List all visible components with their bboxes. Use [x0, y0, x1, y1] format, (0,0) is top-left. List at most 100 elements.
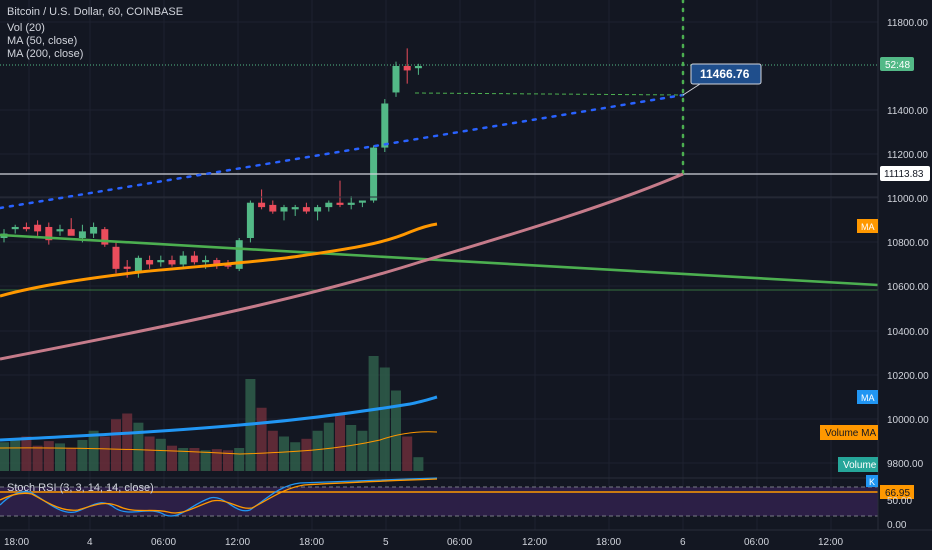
line-price-badge: [880, 166, 930, 181]
current-price-badge: [880, 57, 914, 71]
price-callout[interactable]: 11466.76: [682, 63, 762, 96]
chart-legend[interactable]: Bitcoin / U.S. Dollar, 60, COINBASE Vol …: [7, 6, 183, 60]
candle-body[interactable]: [224, 264, 232, 267]
volume-bar: [77, 439, 88, 471]
candle-body[interactable]: [358, 200, 366, 203]
candle-body[interactable]: [347, 202, 355, 205]
ma200-line[interactable]: [0, 172, 684, 361]
symbol-title[interactable]: Bitcoin / U.S. Dollar, 60, COINBASE: [7, 6, 183, 18]
candle-body[interactable]: [123, 266, 131, 269]
volume-bar: [279, 436, 289, 471]
candle-body[interactable]: [280, 207, 288, 212]
candle-body[interactable]: [78, 231, 86, 238]
candle-body[interactable]: [45, 226, 53, 241]
legend-ma50[interactable]: MA (50, close): [7, 35, 77, 47]
candle-body[interactable]: [392, 66, 400, 93]
volume-bar: [88, 430, 99, 471]
rsi-d-line: [0, 478, 438, 514]
volume-bar: [211, 449, 222, 471]
candle-body[interactable]: [213, 260, 221, 265]
candle-body[interactable]: [302, 207, 310, 212]
time-tick: 18:00: [596, 537, 621, 548]
price-tick: 11400.00: [887, 106, 928, 117]
price-tick: 10400.00: [887, 327, 929, 338]
time-tick: 18:00: [4, 537, 29, 548]
time-tick: 12:00: [225, 537, 250, 548]
volume-bar: [32, 445, 43, 471]
candle-body[interactable]: [168, 260, 176, 265]
stoch-rsi-pane[interactable]: Stoch RSI (3, 3, 14, 14, close): [0, 477, 932, 517]
volume-bar: [379, 367, 390, 471]
ma-badge-label: MA: [861, 222, 875, 232]
candle-body[interactable]: [56, 229, 64, 232]
rsi-value-label: 66.95: [885, 488, 910, 499]
price-tick: 11200.00: [887, 150, 928, 161]
candle-body[interactable]: [157, 260, 165, 263]
ma50-line[interactable]: [0, 222, 438, 298]
volume-bar: [155, 438, 166, 471]
volume-bar: [368, 356, 379, 471]
volume-badge-label: Volume: [843, 460, 877, 471]
volume-bar: [167, 445, 177, 471]
candle-body[interactable]: [314, 207, 322, 212]
candle-body[interactable]: [403, 66, 411, 71]
candle-body[interactable]: [146, 260, 154, 265]
ma-badge[interactable]: [857, 219, 878, 233]
candle-body[interactable]: [246, 202, 254, 238]
candle-body[interactable]: [336, 202, 344, 205]
k-badge-label: K: [869, 477, 875, 487]
time-axis[interactable]: 18:00 4 06:00 12:00 18:00 5 06:00 12:00 …: [0, 529, 932, 550]
candle-body[interactable]: [11, 226, 19, 230]
volume-badge[interactable]: [838, 457, 878, 472]
candle-body[interactable]: [291, 207, 299, 210]
legend-vol[interactable]: Vol (20): [7, 22, 45, 34]
candle-body[interactable]: [258, 202, 266, 208]
candle-body[interactable]: [325, 202, 333, 208]
candle-body[interactable]: [101, 229, 109, 245]
volume-ma-badge[interactable]: [857, 390, 878, 404]
price-tick: 11800.00: [887, 18, 928, 29]
time-tick: 06:00: [447, 537, 472, 548]
volume-ma-legend-badge[interactable]: [820, 425, 878, 440]
candle-body[interactable]: [34, 224, 42, 232]
volume-bar: [111, 419, 121, 471]
trend-line[interactable]: [0, 233, 879, 287]
volume-bar: [43, 441, 54, 471]
price-tick: 10600.00: [887, 282, 929, 293]
candle-body[interactable]: [67, 229, 75, 236]
price-tick: 9800.00: [887, 459, 924, 470]
rsi-value-badge: [880, 485, 914, 499]
price-axis[interactable]: 11800.00 11400.00 11200.00 11000.00 1080…: [820, 0, 932, 531]
candle-body[interactable]: [22, 226, 30, 230]
candle-body[interactable]: [381, 103, 389, 148]
candle-body[interactable]: [202, 260, 210, 263]
volume-ma-line[interactable]: [0, 395, 438, 442]
candle-body[interactable]: [179, 255, 187, 265]
volume-bar: [335, 413, 345, 471]
volume-bar: [66, 448, 77, 471]
volume-bar: [55, 443, 65, 471]
volume-bar: [223, 450, 233, 471]
legend-ma200[interactable]: MA (200, close): [7, 48, 83, 60]
candle-body[interactable]: [90, 226, 98, 234]
k-badge[interactable]: [866, 475, 878, 487]
volume-bar: [312, 430, 323, 471]
volume-bar: [178, 448, 189, 471]
candle-body[interactable]: [134, 257, 142, 272]
volume-bar: [234, 448, 245, 471]
volume-bar: [301, 438, 312, 471]
candle-body[interactable]: [414, 66, 422, 69]
price-tick: 10800.00: [887, 238, 929, 249]
price-tick: 10200.00: [887, 371, 929, 382]
volume-bar: [0, 442, 9, 471]
time-tick: 12:00: [522, 537, 547, 548]
candle-body[interactable]: [190, 255, 198, 263]
time-tick: 4: [87, 537, 93, 548]
candle-body[interactable]: [112, 246, 120, 269]
candle-body[interactable]: [269, 204, 277, 212]
volume-bar: [256, 407, 267, 471]
volume-bar: [10, 438, 21, 471]
candle-body[interactable]: [235, 240, 243, 269]
volume-bar: [357, 430, 368, 471]
